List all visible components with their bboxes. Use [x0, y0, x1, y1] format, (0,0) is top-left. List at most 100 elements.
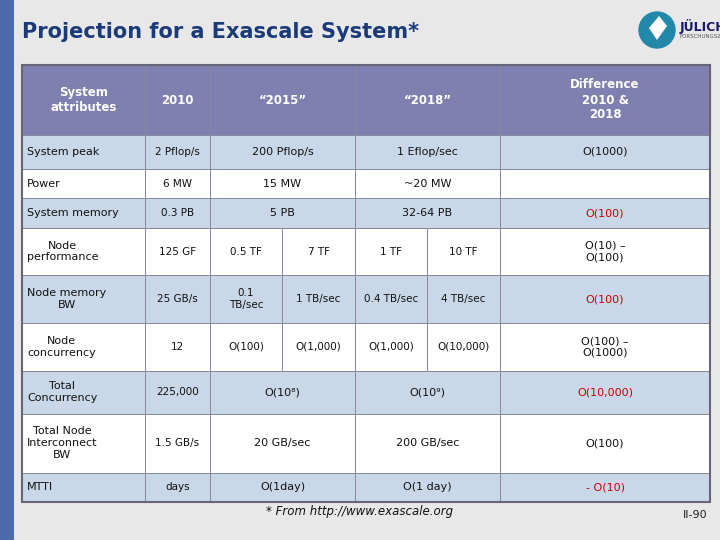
Bar: [355, 228, 427, 275]
Bar: [282, 228, 355, 275]
Text: O(100) –
O(1000): O(100) – O(1000): [581, 336, 629, 357]
Bar: [500, 135, 710, 169]
Text: O(1000): O(1000): [582, 147, 628, 157]
Text: 10 TF: 10 TF: [449, 247, 478, 256]
Text: Projection for a Exascale System*: Projection for a Exascale System*: [22, 22, 419, 42]
Text: ~20 MW: ~20 MW: [404, 179, 451, 188]
Text: 2 Pflop/s: 2 Pflop/s: [155, 147, 200, 157]
Text: “2018”: “2018”: [403, 93, 451, 106]
Bar: [145, 65, 210, 135]
Text: 0.4 TB/sec: 0.4 TB/sec: [364, 294, 418, 304]
Text: 125 GF: 125 GF: [159, 247, 196, 256]
Bar: [22, 370, 145, 414]
Text: * From http://www.exascale.org: * From http://www.exascale.org: [266, 505, 454, 518]
Text: O(10,000): O(10,000): [577, 387, 633, 397]
Bar: [282, 275, 355, 323]
Text: 1 Eflop/sec: 1 Eflop/sec: [397, 147, 458, 157]
Bar: [145, 472, 210, 502]
Text: 225,000: 225,000: [156, 387, 199, 397]
Bar: [210, 414, 355, 472]
Bar: [355, 323, 427, 370]
Bar: [22, 198, 145, 228]
Text: Total Node
Interconnect
BW: Total Node Interconnect BW: [27, 427, 97, 460]
Bar: [145, 275, 210, 323]
Bar: [145, 169, 210, 198]
Text: 1 TF: 1 TF: [380, 247, 402, 256]
Bar: [355, 169, 500, 198]
Bar: [500, 198, 710, 228]
Bar: [500, 275, 710, 323]
Bar: [500, 169, 710, 198]
Bar: [210, 323, 282, 370]
Bar: [210, 135, 355, 169]
Text: 1.5 GB/s: 1.5 GB/s: [156, 438, 199, 448]
Bar: [210, 65, 355, 135]
Bar: [500, 370, 710, 414]
Bar: [145, 228, 210, 275]
Bar: [500, 472, 710, 502]
Text: Difference
2010 &
2018: Difference 2010 & 2018: [570, 78, 640, 122]
Text: 5 PB: 5 PB: [270, 208, 295, 218]
Bar: [22, 472, 145, 502]
Text: 15 MW: 15 MW: [264, 179, 302, 188]
Bar: [145, 414, 210, 472]
Bar: [355, 275, 427, 323]
Text: 32-64 PB: 32-64 PB: [402, 208, 453, 218]
Text: 1 TB/sec: 1 TB/sec: [297, 294, 341, 304]
Bar: [22, 65, 145, 135]
Text: MTTI: MTTI: [27, 482, 53, 492]
Text: 7 TF: 7 TF: [307, 247, 330, 256]
Bar: [210, 169, 355, 198]
Bar: [427, 275, 500, 323]
Bar: [500, 228, 710, 275]
Bar: [355, 198, 500, 228]
Text: 4 TB/sec: 4 TB/sec: [441, 294, 486, 304]
Text: Node
performance: Node performance: [27, 241, 99, 262]
Circle shape: [639, 12, 675, 48]
Text: 0.3 PB: 0.3 PB: [161, 208, 194, 218]
Bar: [22, 169, 145, 198]
Text: System
attributes: System attributes: [50, 86, 117, 114]
Text: 12: 12: [171, 342, 184, 352]
Text: II-90: II-90: [683, 510, 708, 520]
Bar: [427, 228, 500, 275]
Text: System memory: System memory: [27, 208, 119, 218]
Bar: [145, 323, 210, 370]
Text: Node
concurrency: Node concurrency: [27, 336, 96, 357]
Text: 0.1
TB/sec: 0.1 TB/sec: [229, 288, 264, 310]
Text: 200 GB/sec: 200 GB/sec: [396, 438, 459, 448]
Text: 0.5 TF: 0.5 TF: [230, 247, 262, 256]
Text: O(10⁹): O(10⁹): [410, 387, 446, 397]
Bar: [500, 323, 710, 370]
Text: O(100): O(100): [586, 294, 624, 304]
Text: 200 Pflop/s: 200 Pflop/s: [251, 147, 313, 157]
Bar: [355, 472, 500, 502]
Text: O(10⁸): O(10⁸): [264, 387, 300, 397]
Text: JÜLICH: JÜLICH: [680, 18, 720, 33]
Bar: [22, 228, 145, 275]
Bar: [355, 370, 500, 414]
Bar: [210, 198, 355, 228]
Text: Total
Concurrency: Total Concurrency: [27, 381, 97, 403]
Text: 2010: 2010: [161, 93, 194, 106]
Bar: [22, 323, 145, 370]
Text: O(10,000): O(10,000): [437, 342, 490, 352]
Bar: [282, 323, 355, 370]
Bar: [210, 275, 282, 323]
Text: “2015”: “2015”: [258, 93, 307, 106]
Polygon shape: [649, 16, 667, 40]
Bar: [355, 414, 500, 472]
Text: O(100): O(100): [586, 208, 624, 218]
Text: O(1,000): O(1,000): [368, 342, 414, 352]
Text: O(100): O(100): [228, 342, 264, 352]
Bar: [210, 228, 282, 275]
Bar: [500, 414, 710, 472]
Bar: [210, 370, 355, 414]
Bar: [22, 275, 145, 323]
Bar: [22, 65, 710, 502]
Text: O(1 day): O(1 day): [403, 482, 452, 492]
Bar: [22, 135, 145, 169]
Text: O(100): O(100): [586, 438, 624, 448]
Text: Power: Power: [27, 179, 60, 188]
Text: O(1day): O(1day): [260, 482, 305, 492]
